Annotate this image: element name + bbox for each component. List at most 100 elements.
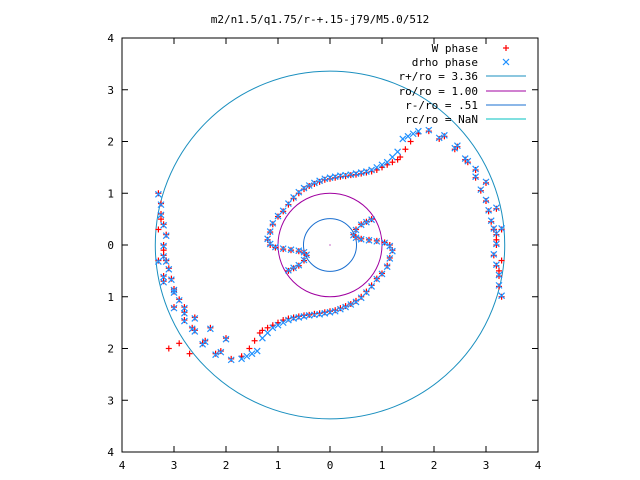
w-phase-point bbox=[498, 257, 505, 264]
w-phase-point bbox=[490, 252, 497, 259]
w-phase-point bbox=[285, 201, 292, 208]
drho-phase-point bbox=[180, 317, 188, 325]
w-phase-point bbox=[353, 297, 359, 304]
x-tick-label: 2 bbox=[223, 459, 230, 472]
drho-phase-point bbox=[300, 312, 308, 320]
x-tick-label: 0 bbox=[327, 459, 334, 472]
w-phase-point bbox=[451, 146, 458, 153]
drho-phase-point bbox=[331, 307, 339, 315]
w-phase-point bbox=[384, 262, 391, 269]
drho-phase-point bbox=[378, 161, 386, 169]
w-phase-point bbox=[160, 273, 167, 280]
w-phase-point bbox=[160, 242, 167, 248]
w-phase-point bbox=[358, 293, 365, 300]
w-phase-point bbox=[337, 305, 344, 312]
drho-phase-point bbox=[394, 148, 402, 156]
drho-phase-point bbox=[482, 196, 490, 204]
w-phase-point bbox=[158, 210, 164, 217]
drho-phase-point bbox=[352, 170, 360, 178]
drho-phase-point bbox=[461, 155, 469, 163]
w-phase-point bbox=[181, 309, 188, 316]
w-phase-point bbox=[165, 345, 172, 352]
w-phase-point bbox=[327, 308, 333, 315]
drho-phase-point bbox=[170, 289, 178, 297]
w-phase-point bbox=[267, 242, 274, 248]
drho-phase-point bbox=[295, 261, 303, 269]
w-phase-point bbox=[321, 176, 328, 183]
drho-phase-point bbox=[409, 130, 417, 138]
drho-phase-point bbox=[326, 308, 334, 316]
drho-phase-point bbox=[290, 264, 298, 272]
w-phase-point bbox=[301, 186, 307, 193]
drho-phase-point bbox=[383, 263, 391, 271]
legend-label-r-plus: r+/ro = 3.36 bbox=[399, 70, 478, 83]
drho-phase-point bbox=[336, 172, 344, 180]
drho-phase-point bbox=[440, 131, 448, 139]
drho-phase-point bbox=[498, 225, 506, 232]
drho-phase-point bbox=[492, 204, 500, 212]
drho-phase-point bbox=[258, 334, 266, 342]
drho-phase-point bbox=[279, 245, 287, 253]
drho-phase-point bbox=[472, 173, 480, 181]
w-phase-point bbox=[498, 293, 505, 300]
y-tick-label: 1 bbox=[107, 187, 114, 200]
drho-phase-point bbox=[162, 258, 170, 265]
y-tick-label: 4 bbox=[107, 446, 114, 459]
drho-phase-point bbox=[495, 281, 503, 289]
w-phase-point bbox=[496, 273, 502, 280]
w-phase-point bbox=[290, 195, 297, 202]
drho-phase-point bbox=[368, 282, 376, 290]
drho-phase-point bbox=[316, 310, 324, 318]
y-tick-label: 3 bbox=[107, 84, 114, 97]
drho-phase-point bbox=[492, 230, 500, 238]
w-phase-point bbox=[160, 247, 167, 254]
drho-phase-point bbox=[492, 240, 500, 248]
drho-phase-point bbox=[357, 221, 365, 229]
drho-phase-point bbox=[217, 348, 225, 356]
drho-phase-point bbox=[357, 169, 365, 176]
w-phase-point bbox=[311, 310, 318, 317]
x-tick-label: 2 bbox=[431, 459, 438, 472]
drho-phase-point bbox=[300, 184, 308, 192]
w-phase-point bbox=[295, 190, 302, 197]
w-phase-point bbox=[472, 166, 479, 173]
drho-phase-point bbox=[368, 216, 376, 224]
w-phase-point bbox=[316, 178, 323, 185]
x-tick-label: 4 bbox=[119, 459, 126, 472]
drho-phase-point bbox=[305, 182, 313, 189]
drho-phase-point bbox=[490, 250, 498, 258]
w-phase-point bbox=[488, 218, 495, 225]
w-phase-point bbox=[163, 231, 170, 238]
drho-phase-point bbox=[352, 226, 360, 234]
drho-phase-point bbox=[154, 190, 162, 198]
origin-dot bbox=[329, 244, 331, 246]
x-tick-label: 1 bbox=[275, 459, 282, 472]
legend-label-r-minus: r-/ro = .51 bbox=[405, 99, 478, 112]
w-phase-point bbox=[477, 187, 484, 194]
w-phase-point bbox=[264, 324, 271, 331]
w-phase-point bbox=[485, 208, 492, 215]
drho-phase-point bbox=[498, 292, 506, 300]
w-phase-point bbox=[168, 275, 175, 282]
drho-phase-point bbox=[404, 132, 412, 140]
w-phase-point bbox=[332, 174, 339, 181]
drho-phase-point bbox=[157, 201, 165, 209]
drho-phase-point bbox=[303, 251, 311, 259]
w-phase-point bbox=[496, 267, 502, 274]
drho-phase-point bbox=[154, 258, 162, 265]
w-phase-point bbox=[191, 327, 198, 334]
y-tick-label: 4 bbox=[107, 32, 114, 45]
drho-phase-point bbox=[331, 173, 339, 181]
drho-phase-point bbox=[357, 235, 365, 243]
y-tick-label: 0 bbox=[107, 239, 114, 252]
drho-phase-point bbox=[175, 296, 183, 304]
w-phase-point bbox=[496, 283, 502, 290]
drho-phase-point bbox=[362, 289, 370, 297]
w-phase-point bbox=[493, 231, 500, 238]
drho-phase-point bbox=[180, 309, 188, 317]
circle-r-minus bbox=[302, 218, 358, 272]
drho-phase-point bbox=[212, 351, 220, 359]
w-phase-point bbox=[171, 304, 177, 311]
drho-phase-point bbox=[243, 352, 251, 360]
